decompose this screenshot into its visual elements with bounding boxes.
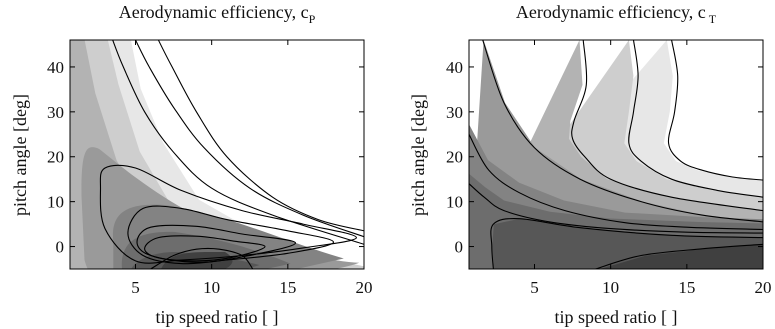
contour-line-5 <box>127 205 335 265</box>
chart-left-ticks: 5 10 15 20 0 10 20 30 40 <box>47 40 373 297</box>
x-tick-label: 10 <box>203 278 220 297</box>
x-tick-label: 10 <box>602 278 619 297</box>
chart-left-fill <box>70 40 364 269</box>
y-tick-label: 20 <box>47 148 64 167</box>
contour-line-1 <box>112 40 364 245</box>
y-tick-label: 30 <box>47 103 64 122</box>
contour-line-7 <box>490 218 763 269</box>
y-tick-label: 40 <box>47 58 64 77</box>
chart-left-title: Aerodynamic efficiency, cP <box>119 2 316 26</box>
x-tick-label: 20 <box>356 278 373 297</box>
y-tick-label: 0 <box>56 238 65 257</box>
contour-line-4 <box>99 164 357 264</box>
x-tick-label: 5 <box>131 278 140 297</box>
x-tick-label: 5 <box>530 278 539 297</box>
chart-right-contour-lines <box>469 40 763 269</box>
chart-right-ylabel: pitch angle [deg] <box>408 94 428 216</box>
x-tick-label: 20 <box>755 278 772 297</box>
x-tick-label: 15 <box>678 278 695 297</box>
chart-right-fill <box>469 40 763 269</box>
contour-line-3 <box>571 40 763 212</box>
contour-line-2 <box>628 40 763 198</box>
contour-line-3 <box>157 40 364 232</box>
contour-line-2 <box>135 40 364 238</box>
contour-line-8 <box>150 247 254 269</box>
y-tick-label: 40 <box>446 58 463 77</box>
contour-line-5 <box>469 134 763 231</box>
chart-left: Aerodynamic efficiency, cP 5 10 15 20 0 10 20 3… <box>10 2 373 327</box>
contour-line-6 <box>469 183 763 234</box>
chart-left-contour-lines <box>99 40 364 269</box>
chart-left-ylabel: pitch angle [deg] <box>10 94 30 216</box>
y-tick-label: 0 <box>455 238 464 257</box>
contour-line-1 <box>667 40 763 181</box>
plot-area-frame <box>69 39 365 270</box>
y-tick-label: 10 <box>47 193 64 212</box>
x-tick-label: 15 <box>279 278 296 297</box>
chart-right-xlabel: tip speed ratio [ ] <box>555 307 678 327</box>
y-tick-label: 30 <box>446 103 463 122</box>
y-tick-label: 20 <box>446 148 463 167</box>
contour-line-8 <box>595 243 763 269</box>
contour-fill-level-8 <box>600 244 763 269</box>
contour-line-4 <box>482 40 763 223</box>
chart-left-xlabel: tip speed ratio [ ] <box>156 307 279 327</box>
y-tick-label: 10 <box>446 193 463 212</box>
chart-right-ticks: 5 10 15 20 0 10 20 30 40 <box>446 40 772 297</box>
plot-area-frame <box>468 39 764 270</box>
contour-line-7 <box>144 235 266 262</box>
